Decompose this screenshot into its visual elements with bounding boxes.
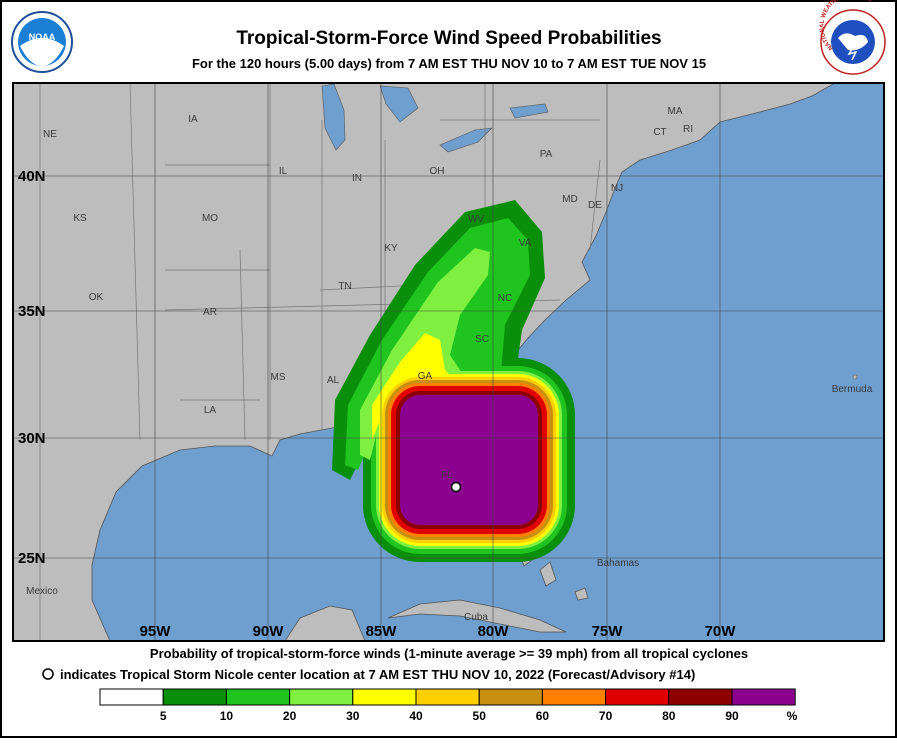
place-label: PA [540, 149, 553, 160]
place-label: TN [338, 281, 351, 292]
place-label: RI [683, 124, 693, 135]
latitude-label: 25N [18, 550, 46, 567]
place-label: Bermuda [832, 384, 873, 395]
legend-swatch [415, 688, 480, 706]
legend-label: 50 [473, 709, 487, 723]
place-label: CT [653, 127, 666, 138]
place-label: MS [271, 372, 286, 383]
legend-swatch [352, 688, 417, 706]
place-label: OK [89, 292, 104, 303]
footer-line-1: Probability of tropical-storm-force wind… [150, 646, 748, 661]
legend-swatch [478, 688, 543, 706]
map-frame [12, 82, 885, 642]
longitude-label: 75W [592, 623, 624, 640]
legend-swatch [731, 688, 796, 706]
legend-label: 30 [346, 709, 360, 723]
place-label: KS [73, 213, 87, 224]
place-label: MO [202, 213, 218, 224]
legend-swatch [541, 688, 607, 706]
land-cuba [387, 599, 567, 633]
storm-center-symbol [42, 668, 54, 680]
legend-unit: % [787, 709, 798, 723]
longitude-label: 70W [705, 623, 737, 640]
legend-label: 90 [725, 709, 739, 723]
legend-label: 60 [536, 709, 550, 723]
place-label: KY [384, 243, 398, 254]
latitude-label: 30N [18, 430, 46, 447]
title: Tropical-Storm-Force Wind Speed Probabil… [236, 28, 661, 49]
legend-swatch [289, 688, 354, 706]
place-label: WV [468, 214, 484, 225]
place-label: NC [498, 293, 512, 304]
legend-label: 40 [409, 709, 423, 723]
place-label: AL [327, 375, 340, 386]
legend-label: 80 [662, 709, 676, 723]
place-label: OH [430, 166, 445, 177]
graticule [13, 83, 884, 641]
legend: 5 10 20 30 40 50 60 70 80 90% [99, 688, 798, 723]
place-label: MA [668, 106, 683, 117]
place-label: AR [203, 307, 217, 318]
longitude-label: 80W [478, 623, 510, 640]
legend-label: 10 [220, 709, 234, 723]
footer-line-2: indicates Tropical Storm Nicole center l… [60, 667, 695, 682]
map-axis-labels: 40N 35N 30N 25N 95W 90W 85W 80W 75W 70W [18, 168, 736, 640]
land-yucatan [284, 605, 366, 641]
place-label: SC [475, 334, 489, 345]
probability-contours [332, 200, 575, 562]
legend-swatch [162, 688, 227, 706]
place-label: MD [562, 194, 578, 205]
storm-center-marker [450, 481, 462, 493]
place-label: FL [441, 470, 453, 481]
place-label: LA [204, 405, 217, 416]
longitude-label: 85W [366, 623, 398, 640]
place-label: Cuba [464, 612, 488, 623]
legend-swatch [605, 688, 670, 706]
place-label: IA [188, 114, 198, 125]
longitude-label: 95W [140, 623, 172, 640]
place-label: GA [418, 371, 433, 382]
noaa-logo: NOAA [11, 11, 73, 73]
place-label: Bahamas [597, 558, 639, 569]
latitude-label: 35N [18, 303, 46, 320]
place-label: DE [588, 200, 602, 211]
subtitle: For the 120 hours (5.00 days) from 7 AM … [192, 56, 706, 71]
lake [321, 83, 549, 153]
place-label: NE [43, 129, 57, 140]
place-label: VA [519, 238, 532, 249]
legend-label: 20 [283, 709, 297, 723]
legend-swatch [668, 688, 733, 706]
place-label: NJ [611, 183, 623, 194]
legend-swatch [225, 688, 291, 706]
latitude-label: 40N [18, 168, 46, 185]
longitude-label: 90W [253, 623, 285, 640]
logo-text: NOAA [29, 32, 56, 42]
land-bermuda [852, 374, 858, 380]
place-label: IL [279, 166, 288, 177]
legend-label: 5 [160, 709, 167, 723]
contour-core [400, 395, 538, 525]
legend-label: 70 [599, 709, 613, 723]
place-label: IN [352, 173, 362, 184]
legend-swatch [99, 688, 164, 706]
place-label: Mexico [26, 586, 58, 597]
